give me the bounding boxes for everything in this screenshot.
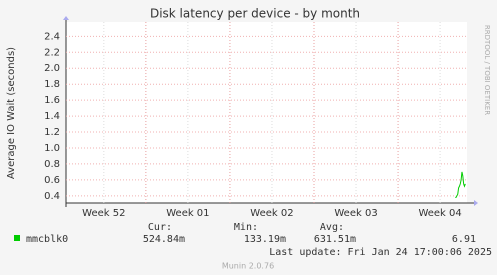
y-tick-label: 0.6 [44,175,60,186]
y-axis-label: Average IO Wait (seconds) [6,47,17,179]
x-tick-label: Week 04 [418,208,461,219]
stat-value: 631.51m [314,234,356,245]
last-update: Last update: Fri Jan 24 17:00:06 2025 [269,247,492,258]
y-tick-label: 2.4 [44,31,60,42]
legend-label: mmcblk0 [26,234,68,245]
x-tick-label: Week 03 [334,208,377,219]
x-tick-label: Week 02 [250,208,293,219]
y-arrow [63,16,69,20]
y-tick-label: 1.0 [44,143,60,154]
y-tick-label: 1.8 [44,79,60,90]
stat-header: Min: [234,222,258,233]
chart-title: Disk latency per device - by month [150,7,360,21]
stat-value: 524.84m [143,234,185,245]
x-tick-label: Week 01 [166,208,209,219]
y-tick-label: 2.0 [44,63,60,74]
stat-value: 133.19m [244,234,286,245]
x-arrow [474,200,478,206]
y-tick-label: 2.2 [44,47,60,58]
y-tick-label: 1.4 [44,111,60,122]
y-tick-label: 1.6 [44,95,60,106]
legend-swatch [14,235,20,241]
side-label: RRDTOOL / TOBI OETIKER [483,25,491,115]
footer: Munin 2.0.76 [222,262,274,271]
y-tick-label: 0.8 [44,159,60,170]
y-tick-label: 1.2 [44,127,60,138]
series-line [455,171,466,198]
y-tick-label: 0.4 [44,191,60,202]
stat-value: 6.91 [452,234,476,245]
stat-header: Cur: [148,222,172,233]
plot-area [66,22,467,203]
stat-header: Avg: [320,222,344,233]
x-tick-label: Week 52 [82,208,125,219]
